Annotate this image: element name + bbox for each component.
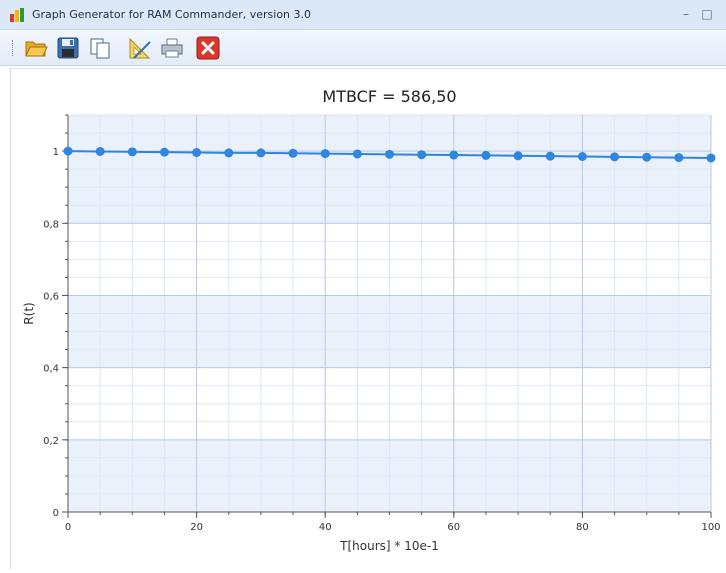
close-chart-button[interactable] [194, 34, 222, 62]
x-axis-label: T[hours] * 10e-1 [339, 539, 439, 553]
save-button[interactable] [54, 34, 82, 62]
chart-panel: 0 20 40 60 80 100 0 0,2 0,4 0,6 0,8 1 MTBCF = 586,50… [10, 68, 726, 569]
x-tick-label: 60 [447, 522, 460, 533]
save-icon [57, 37, 79, 59]
data-point [513, 151, 523, 161]
data-point [320, 149, 330, 159]
copy-icon [90, 38, 110, 59]
reliability-chart: 0 20 40 60 80 100 0 0,2 0,4 0,6 0,8 1 MTBCF = 586,50… [22, 87, 721, 553]
toolbar [0, 30, 726, 66]
chart-title: MTBCF = 586,50 [322, 87, 456, 106]
toolbar-grip[interactable] [12, 40, 16, 56]
y-tick-label: 1 [53, 147, 59, 158]
print-icon [161, 38, 183, 58]
data-point [706, 153, 716, 163]
data-point [610, 152, 620, 162]
x-tick-label: 100 [701, 522, 720, 533]
data-point [385, 149, 394, 159]
x-tick-label: 40 [319, 522, 332, 533]
data-point [95, 146, 105, 156]
x-tick-label: 20 [190, 522, 203, 533]
data-point [545, 151, 555, 161]
data-point [288, 148, 298, 158]
y-axis-label: R(t) [22, 302, 36, 324]
chart-settings-button[interactable] [126, 34, 154, 62]
data-point [417, 150, 427, 160]
window-title: Graph Generator for RAM Commander, versi… [32, 8, 312, 21]
data-point [256, 148, 266, 158]
minimize-button[interactable]: – [683, 7, 689, 21]
data-point [159, 147, 169, 157]
close-red-x-icon [196, 36, 220, 60]
app-logo-icon [10, 8, 24, 22]
copy-button[interactable] [86, 34, 114, 62]
y-tick-label: 0,2 [43, 436, 59, 447]
data-point [642, 152, 652, 162]
data-point [224, 148, 234, 158]
data-point [63, 146, 73, 156]
data-point [192, 148, 202, 158]
y-tick-label: 0,8 [43, 219, 59, 230]
data-point [352, 149, 362, 159]
print-button[interactable] [158, 34, 186, 62]
data-point [481, 150, 491, 160]
open-folder-icon [25, 41, 48, 57]
y-tick-label: 0,6 [43, 291, 59, 302]
data-point [449, 150, 459, 160]
x-tick-label: 0 [65, 522, 71, 533]
maximize-button[interactable]: □ [701, 7, 713, 21]
data-point [577, 152, 587, 162]
data-point [127, 147, 137, 157]
x-tick-label: 80 [576, 522, 589, 533]
y-tick-label: 0 [53, 508, 59, 519]
title-bar: Graph Generator for RAM Commander, versi… [0, 0, 726, 30]
open-button[interactable] [22, 34, 50, 62]
ruler-triangle-icon [129, 37, 151, 59]
data-point [674, 153, 684, 163]
y-tick-label: 0,4 [43, 364, 59, 375]
